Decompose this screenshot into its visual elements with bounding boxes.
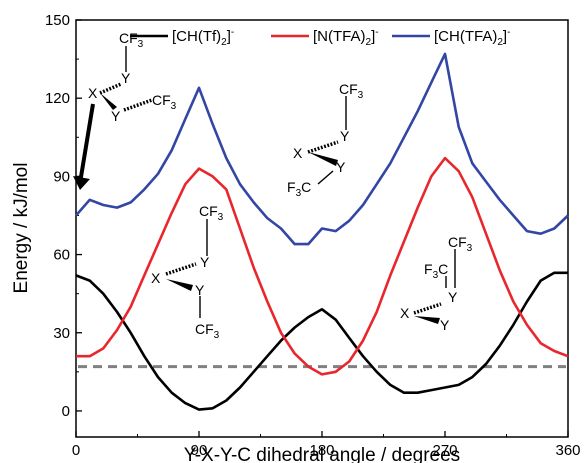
- molecule-3-structure: [165, 219, 208, 318]
- mol1-cf3-top: CF3: [119, 30, 144, 50]
- mol2-cf3-top: CF3: [339, 81, 364, 101]
- molecule-4-structure: [413, 249, 456, 324]
- series-group: [75, 52, 569, 411]
- legend-label-2: [N(TFA)2]-: [313, 27, 379, 48]
- series-line-2: [76, 156, 569, 376]
- mol4-x: X: [400, 305, 410, 321]
- mol2-x: X: [293, 145, 303, 161]
- mol1-y-top: Y: [121, 70, 131, 86]
- x-tick-label: 90: [191, 442, 208, 459]
- x-tick-label: 360: [555, 442, 580, 459]
- mol2-y-top: Y: [340, 128, 350, 144]
- mol1-cf3-right: CF3: [152, 92, 177, 112]
- mol2-y-bottom: Y: [336, 159, 346, 175]
- y-tick-label: 90: [53, 168, 70, 185]
- mol4-cf3-top: CF3: [448, 234, 473, 254]
- legend-label-3: [CH(TFA)2]-: [434, 27, 510, 48]
- mol4-y-top: Y: [448, 289, 458, 305]
- mol3-x: X: [151, 270, 161, 286]
- mol1-x: X: [88, 85, 98, 101]
- y-tick-label: 0: [62, 403, 70, 420]
- molecule-2-structure: [307, 96, 347, 185]
- x-tick-label: 0: [72, 442, 80, 459]
- y-axis: 0 30 60 90 120 150: [45, 12, 82, 420]
- mol3-cf3-top: CF3: [199, 203, 224, 223]
- y-tick-label: 150: [45, 12, 70, 29]
- legend: [CH(Tf)2]- [N(TFA)2]- [CH(TFA)2]-: [130, 27, 510, 48]
- x-axis-title: Y-X-Y-C dihedral angle / degrees: [184, 445, 460, 463]
- y-tick-label: 120: [45, 90, 70, 107]
- mol3-y-bottom: Y: [195, 282, 205, 298]
- y-tick-label: 30: [53, 325, 70, 342]
- legend-label-1: [CH(Tf)2]-: [172, 27, 234, 48]
- series-line-3: [75, 52, 569, 246]
- series-line-1: [75, 271, 568, 411]
- x-tick-label: 270: [432, 442, 457, 459]
- mol3-y-top: Y: [200, 254, 210, 270]
- mol3-cf3-bottom: CF3: [195, 321, 220, 341]
- y-tick-label: 60: [53, 247, 70, 264]
- y-axis-title: Energy / kJ/mol: [11, 163, 32, 294]
- mol1-y-bottom: Y: [111, 108, 121, 124]
- mol2-f3c: F3C: [287, 179, 311, 199]
- molecule-1-structure: [73, 46, 153, 190]
- x-axis: 0 90 180 270 360: [72, 431, 581, 459]
- mol4-f3c: F3C: [424, 261, 448, 281]
- mol4-y-bottom: Y: [440, 317, 450, 333]
- x-tick-label: 180: [309, 442, 334, 459]
